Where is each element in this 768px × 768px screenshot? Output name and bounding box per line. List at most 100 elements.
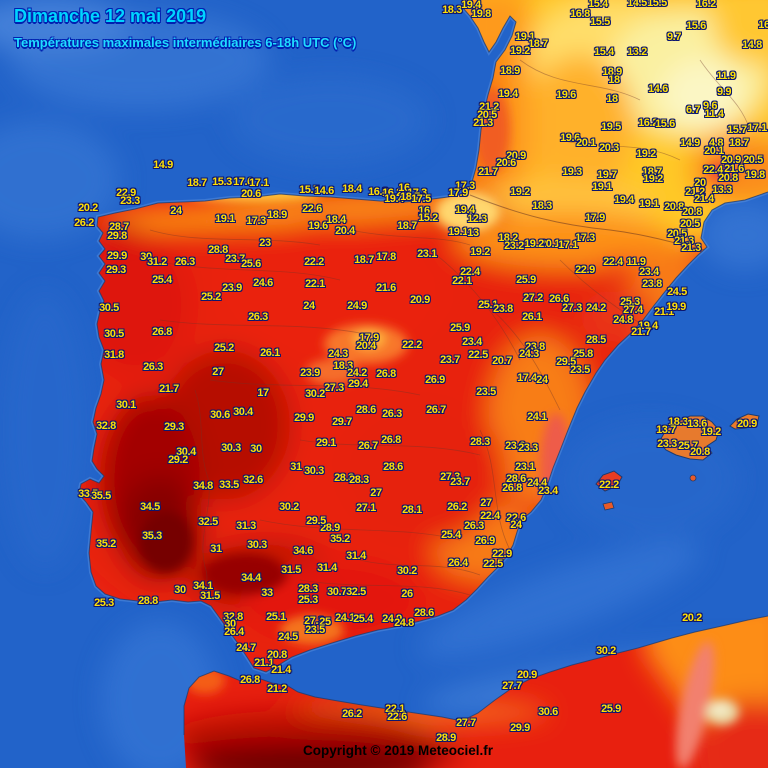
temp-label: 22.9 bbox=[575, 264, 595, 276]
temp-label: 9.7 bbox=[666, 31, 682, 43]
temp-label: 24.2 bbox=[347, 367, 367, 379]
temp-label: 25.9 bbox=[450, 322, 470, 334]
temp-label: 16.8 bbox=[368, 186, 388, 198]
temp-label: 29.4 bbox=[348, 378, 368, 390]
temp-label: 26.1 bbox=[260, 347, 280, 359]
temp-label: 22.1 bbox=[385, 703, 405, 715]
temp-label: 22.4 bbox=[703, 164, 723, 176]
temp-label: 21.2 bbox=[267, 683, 287, 695]
temp-label: 14.9 bbox=[153, 159, 173, 171]
temp-label: 20.9 bbox=[506, 150, 526, 162]
temp-label: 29.1 bbox=[316, 437, 336, 449]
temp-label: 33 bbox=[261, 587, 273, 599]
temp-label: 15.4 bbox=[588, 0, 608, 10]
temp-label: 33.5 bbox=[219, 479, 239, 491]
temp-label: 22.4 bbox=[480, 510, 500, 522]
temp-label: 24 bbox=[170, 205, 182, 217]
coastlines bbox=[78, 7, 768, 735]
temp-label: 17.6 bbox=[233, 176, 253, 188]
temp-label: 18.9 bbox=[602, 66, 622, 78]
temp-label: 27.3 bbox=[562, 302, 582, 314]
temp-label: 25.3 bbox=[298, 594, 318, 606]
temp-label: 35.2 bbox=[96, 538, 116, 550]
temp-label: 16 bbox=[418, 205, 430, 217]
temp-label: 19.6 bbox=[560, 132, 580, 144]
temp-label: 20.5 bbox=[477, 109, 497, 121]
temp-label: 19.5 bbox=[601, 121, 621, 133]
temp-label: 13.3 bbox=[712, 184, 732, 196]
temp-label: 19.2 bbox=[636, 148, 656, 160]
temp-label: 27.3 bbox=[324, 382, 344, 394]
temp-label: 23.1 bbox=[515, 461, 535, 473]
temp-label: 17.3 bbox=[246, 215, 266, 227]
temp-label: 14.6 bbox=[314, 185, 334, 197]
temp-label: 15.5 bbox=[590, 16, 610, 28]
temp-label: 22.5 bbox=[483, 558, 503, 570]
temp-label: 20.8 bbox=[664, 201, 684, 213]
temp-label: 24 bbox=[536, 374, 548, 386]
temp-label: 27 bbox=[370, 487, 382, 499]
temp-label: 28.3 bbox=[349, 474, 369, 486]
temp-label: 21.3 bbox=[473, 117, 493, 129]
ibiza-island bbox=[595, 470, 623, 492]
temp-label: 27.1 bbox=[356, 502, 376, 514]
temp-label: 11.9 bbox=[626, 256, 646, 268]
temp-label: 24.8 bbox=[394, 617, 414, 629]
temp-label: 18.7 bbox=[187, 177, 207, 189]
temp-label: 30.6 bbox=[538, 706, 558, 718]
temp-label: 21.2 bbox=[479, 101, 499, 113]
temp-label: 17.3 bbox=[575, 232, 595, 244]
temp-label: 28.8 bbox=[334, 472, 354, 484]
temp-label: 28.8 bbox=[208, 244, 228, 256]
temp-label: 18.9 bbox=[267, 209, 287, 221]
temp-label: 29.3 bbox=[164, 421, 184, 433]
temp-label: 23.6 bbox=[505, 440, 525, 452]
temp-label: 26.8 bbox=[502, 482, 522, 494]
temp-label: 32.8 bbox=[96, 420, 116, 432]
temp-label: 20.5 bbox=[743, 154, 763, 166]
temp-label: 18.3 bbox=[668, 416, 688, 428]
temp-label: 19.8 bbox=[745, 169, 765, 181]
temp-label: 30.1 bbox=[116, 399, 136, 411]
temp-label: 17.3 bbox=[455, 180, 475, 192]
temp-label: 18.3 bbox=[442, 4, 462, 16]
temp-label: 22.4 bbox=[603, 256, 623, 268]
temp-label: 19.2 bbox=[643, 173, 663, 185]
temp-label: 29.7 bbox=[332, 416, 352, 428]
temp-label: 18 bbox=[608, 74, 620, 86]
temp-label: 23 bbox=[259, 237, 271, 249]
temp-label: 24.1 bbox=[527, 411, 547, 423]
temp-label: 31.5 bbox=[281, 564, 301, 576]
temp-label: 15.7 bbox=[727, 124, 747, 136]
temp-label: 17.4 bbox=[517, 372, 537, 384]
temp-label: 26.9 bbox=[425, 374, 445, 386]
cabrera-island bbox=[689, 474, 697, 482]
temp-label: 19.1 bbox=[215, 213, 235, 225]
temp-label: 16.2 bbox=[696, 0, 716, 10]
temp-label: 27.2 bbox=[304, 615, 324, 627]
temp-label: 26 bbox=[401, 588, 413, 600]
temp-label: 28.6 bbox=[506, 473, 526, 485]
temp-label: 29.2 bbox=[168, 454, 188, 466]
temp-label: 20.8 bbox=[267, 649, 287, 661]
temp-label: 18.4 bbox=[342, 183, 362, 195]
temp-label: 29.8 bbox=[107, 230, 127, 242]
temp-label: 30 bbox=[250, 443, 262, 455]
temp-label: 23.4 bbox=[538, 485, 558, 497]
temp-label: 20.2 bbox=[682, 612, 702, 624]
temp-label: 26.2 bbox=[447, 501, 467, 513]
temp-label: 17.1 bbox=[747, 122, 767, 134]
temp-label: 11.9 bbox=[716, 70, 736, 82]
temp-label: 23.3 bbox=[518, 442, 538, 454]
temp-label: 18.3 bbox=[333, 360, 353, 372]
temp-label: 32.5 bbox=[198, 516, 218, 528]
temp-label: 24.5 bbox=[278, 631, 298, 643]
temp-label: 23.8 bbox=[493, 303, 513, 315]
temp-label: 23.8 bbox=[525, 341, 545, 353]
temp-label: 30 bbox=[140, 251, 152, 263]
temp-label: 31.4 bbox=[317, 562, 337, 574]
temp-label: 27 bbox=[212, 366, 224, 378]
temp-label: 20 bbox=[694, 177, 706, 189]
temp-label: 14.6 bbox=[648, 83, 668, 95]
